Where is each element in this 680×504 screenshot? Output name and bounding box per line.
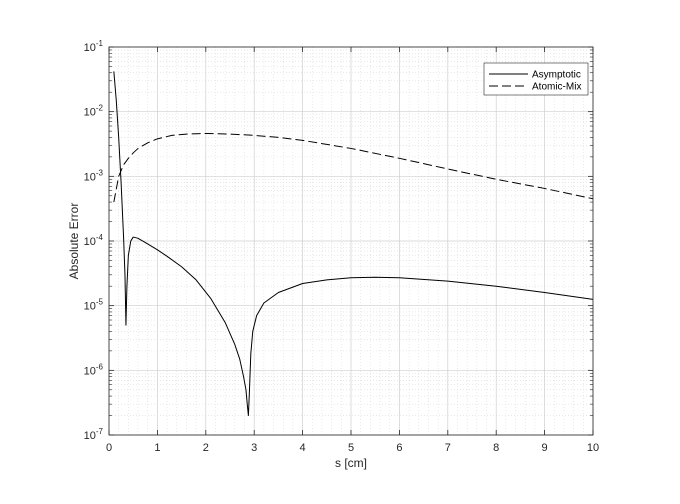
y-tick-label: 10-3	[84, 168, 104, 183]
y-tick-label: 10-2	[84, 104, 104, 119]
x-tick-label: 0	[106, 442, 112, 454]
x-tick-label: 2	[203, 442, 209, 454]
x-tick-label: 7	[445, 442, 451, 454]
y-tick-label: 10-1	[84, 39, 104, 54]
x-tick-label: 6	[396, 442, 402, 454]
x-tick-label: 1	[154, 442, 160, 454]
y-tick-labels: 10-7 10-6 10-5 10-4 10-3 10-2 10-1	[84, 39, 104, 442]
series-group	[113, 71, 594, 417]
legend-label-asymptotic: Asymptotic	[532, 70, 581, 81]
series-line-atomic-mix	[113, 132, 594, 203]
y-tick-label: 10-4	[84, 233, 104, 248]
x-tick-label: 4	[300, 442, 306, 454]
axis-ticks	[108, 46, 594, 436]
x-axis-label: s [cm]	[335, 456, 367, 470]
x-tick-label: 5	[348, 442, 354, 454]
x-tick-label: 8	[493, 442, 499, 454]
x-tick-labels: 0 1 2 3 4 5 6 7 8 9 10	[106, 442, 599, 454]
x-tick-label: 9	[542, 442, 548, 454]
y-tick-label: 10-7	[84, 427, 104, 442]
x-tick-label: 3	[251, 442, 257, 454]
legend-box	[483, 62, 589, 96]
legend: Asymptotic Atomic-Mix	[483, 62, 589, 96]
series-line-asymptotic	[113, 71, 594, 417]
y-tick-label: 10-6	[84, 362, 104, 377]
y-axis-label: Absolute Error	[67, 203, 81, 280]
y-tick-label: 10-5	[84, 298, 104, 313]
x-tick-label: 10	[587, 442, 599, 454]
legend-label-atomic-mix: Atomic-Mix	[532, 82, 581, 93]
